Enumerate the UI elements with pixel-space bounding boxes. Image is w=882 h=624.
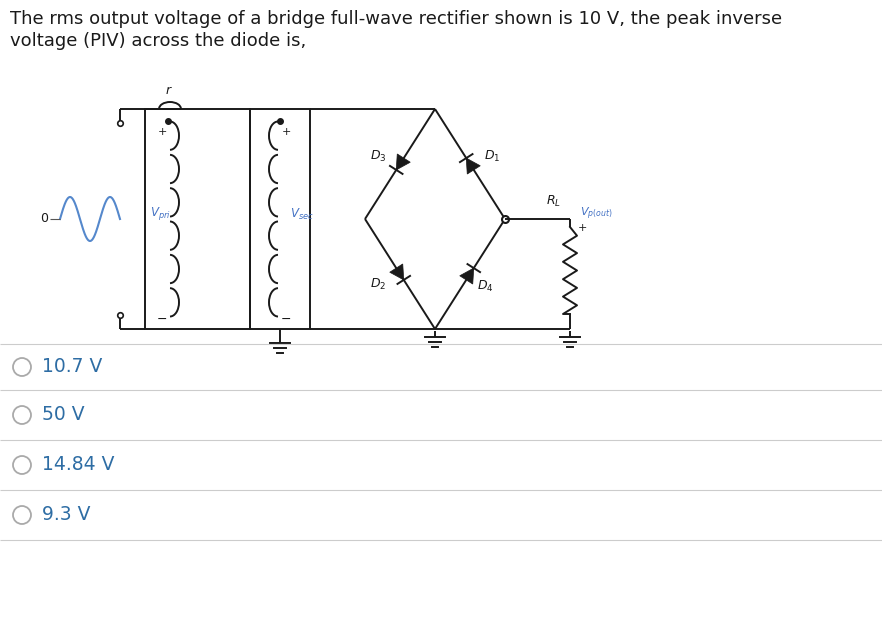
Text: $D_1$: $D_1$ [484,149,500,163]
Bar [250,109,310,329]
Text: $D_4$: $D_4$ [476,278,493,293]
Text: 50 V: 50 V [42,406,85,424]
Text: $V_{sec}$: $V_{sec}$ [290,207,314,222]
Text: $D_3$: $D_3$ [370,149,386,163]
Text: $V_{pri}$: $V_{pri}$ [150,205,171,223]
Text: −: − [157,313,168,326]
Text: +: + [157,127,167,137]
Text: The rms output voltage of a bridge full-wave rectifier shown is 10 V, the peak i: The rms output voltage of a bridge full-… [10,10,782,28]
Text: +: + [578,223,587,233]
Text: 10.7 V: 10.7 V [42,358,102,376]
Polygon shape [396,154,410,170]
Bar [145,109,250,329]
Text: $R_L$: $R_L$ [547,194,562,209]
Text: 0: 0 [40,213,48,225]
Polygon shape [467,158,481,174]
Polygon shape [390,264,404,280]
Text: r: r [166,84,170,97]
Polygon shape [460,268,474,284]
Text: $D_2$: $D_2$ [370,276,386,291]
Text: $V_{p(out)}$: $V_{p(out)}$ [580,206,613,222]
Text: 14.84 V: 14.84 V [42,456,115,474]
Text: voltage (PIV) across the diode is,: voltage (PIV) across the diode is, [10,32,306,50]
Text: 9.3 V: 9.3 V [42,505,91,525]
Text: −: − [280,313,291,326]
Text: +: + [281,127,291,137]
